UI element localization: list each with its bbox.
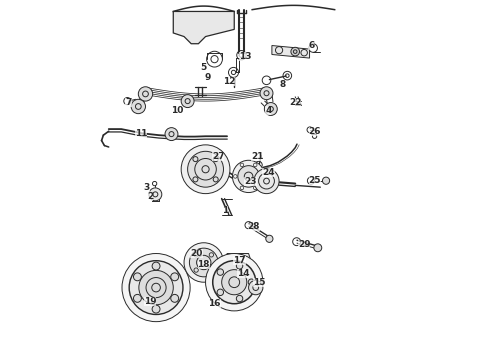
- Circle shape: [181, 95, 194, 108]
- Text: 8: 8: [279, 81, 286, 90]
- Text: 6: 6: [308, 41, 315, 50]
- Circle shape: [171, 273, 179, 281]
- Text: 20: 20: [191, 249, 203, 258]
- Circle shape: [184, 243, 223, 282]
- Text: 27: 27: [212, 152, 224, 161]
- Text: 14: 14: [237, 269, 249, 278]
- Circle shape: [152, 262, 160, 270]
- Circle shape: [248, 280, 263, 295]
- Text: 23: 23: [244, 177, 257, 186]
- Circle shape: [133, 294, 142, 302]
- Circle shape: [171, 294, 179, 302]
- Text: 22: 22: [289, 98, 301, 107]
- Circle shape: [291, 47, 299, 56]
- Circle shape: [190, 248, 218, 277]
- Text: 9: 9: [204, 73, 211, 82]
- Circle shape: [232, 160, 265, 193]
- Text: 15: 15: [253, 278, 266, 287]
- Circle shape: [131, 99, 146, 114]
- Text: 7: 7: [125, 98, 132, 107]
- Circle shape: [248, 279, 255, 285]
- Text: 26: 26: [309, 127, 321, 136]
- Circle shape: [139, 270, 173, 305]
- Text: 19: 19: [144, 297, 156, 306]
- Text: 21: 21: [251, 152, 264, 161]
- Circle shape: [238, 166, 259, 187]
- Circle shape: [265, 103, 277, 116]
- Text: 1: 1: [222, 206, 228, 215]
- Text: 4: 4: [265, 105, 271, 114]
- Circle shape: [188, 151, 223, 187]
- Circle shape: [221, 270, 247, 295]
- Text: 10: 10: [171, 105, 183, 114]
- Text: 25: 25: [309, 176, 321, 185]
- Circle shape: [236, 295, 243, 302]
- Circle shape: [217, 289, 223, 296]
- Circle shape: [152, 305, 160, 313]
- Circle shape: [138, 87, 153, 101]
- Circle shape: [133, 273, 142, 281]
- Text: 2: 2: [147, 192, 153, 201]
- Circle shape: [322, 177, 330, 184]
- Text: 29: 29: [298, 240, 311, 249]
- Text: 28: 28: [248, 222, 260, 231]
- Text: 18: 18: [197, 260, 210, 269]
- Text: 13: 13: [239, 52, 251, 61]
- Circle shape: [217, 269, 223, 275]
- Circle shape: [149, 188, 162, 201]
- Circle shape: [314, 244, 322, 252]
- Circle shape: [260, 87, 273, 100]
- Text: 5: 5: [200, 63, 207, 72]
- Circle shape: [236, 262, 243, 269]
- Circle shape: [254, 168, 279, 194]
- Circle shape: [266, 235, 273, 242]
- Circle shape: [181, 145, 230, 194]
- Text: 17: 17: [233, 256, 246, 265]
- Text: 12: 12: [222, 77, 235, 86]
- Text: 3: 3: [143, 183, 149, 192]
- Circle shape: [205, 253, 263, 311]
- Text: 16: 16: [208, 299, 221, 308]
- Circle shape: [165, 128, 178, 140]
- Polygon shape: [272, 45, 310, 58]
- Text: 24: 24: [262, 168, 274, 177]
- Circle shape: [129, 261, 183, 315]
- Text: 11: 11: [135, 129, 147, 138]
- Polygon shape: [173, 12, 234, 44]
- Circle shape: [122, 253, 190, 321]
- Circle shape: [213, 261, 256, 304]
- Polygon shape: [225, 253, 252, 270]
